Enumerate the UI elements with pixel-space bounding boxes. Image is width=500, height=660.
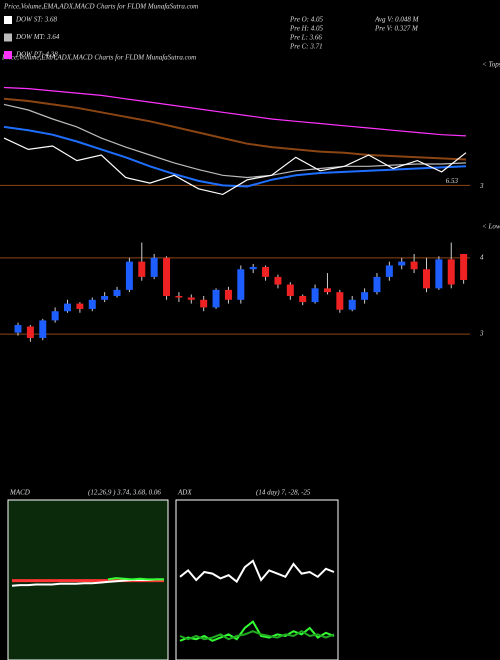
candle-body xyxy=(299,295,307,303)
candle-body xyxy=(398,261,406,266)
candle-body xyxy=(286,284,294,296)
info-text: Pre H: 4.05 xyxy=(289,25,323,33)
candle-body xyxy=(175,295,183,298)
candle-body xyxy=(138,261,146,277)
series-line xyxy=(179,630,335,641)
series-line xyxy=(3,97,467,161)
legend-swatch xyxy=(4,51,12,59)
annotation: < Lows xyxy=(482,223,500,231)
info-text: Pre L: 3.66 xyxy=(289,34,322,42)
candle-body xyxy=(274,276,282,285)
annotation: < Tops xyxy=(482,61,500,69)
candle-body xyxy=(460,254,468,280)
y-tick-label: 3 xyxy=(479,330,484,338)
candle-body xyxy=(212,289,220,308)
candle-body xyxy=(435,259,443,289)
panel-title: MACD xyxy=(9,489,30,497)
candle-body xyxy=(422,269,430,289)
candle-body xyxy=(249,266,257,270)
legend-label: DOW MT: 3.64 xyxy=(15,33,60,41)
series-line xyxy=(179,559,335,584)
info-text: Pre C: 3.71 xyxy=(289,43,323,51)
candle-body xyxy=(336,292,344,310)
panel-subtitle: (12,26,9 ) 3.74, 3.68, 0.06 xyxy=(88,489,161,497)
candle-body xyxy=(311,288,319,303)
candle-body xyxy=(14,324,22,333)
series-line xyxy=(3,103,467,179)
candle-body xyxy=(113,289,121,296)
candle-body xyxy=(163,257,171,296)
candle-body xyxy=(150,257,158,277)
candle-body xyxy=(88,299,96,309)
info-text: Pre V: 0.327 M xyxy=(374,25,419,33)
info-text: Avg V: 0.048 M xyxy=(374,16,420,24)
candle-body xyxy=(187,297,195,300)
candle-body xyxy=(51,311,59,321)
legend-label: DOW ST: 3.68 xyxy=(15,16,58,24)
legend-swatch xyxy=(4,33,12,42)
panel-title: ADX xyxy=(177,489,192,497)
candle-body xyxy=(237,269,245,300)
panel-title: Price,Volume,EMA,ADX,MACD Charts for FLD… xyxy=(1,54,196,62)
series-line xyxy=(11,578,164,587)
candle-body xyxy=(125,261,133,290)
legend-label: DOW PT: 4.38 xyxy=(15,51,58,59)
chart-title: Price,Volume,EMA,ADX,MACD Charts for FLD… xyxy=(3,3,198,11)
panel-subtitle: (14 day) 7, -28, -25 xyxy=(256,489,311,497)
series-line xyxy=(3,137,467,196)
candle-body xyxy=(348,299,356,310)
candle-body xyxy=(101,295,109,300)
y-tick-label: 4 xyxy=(480,253,484,261)
candle-body xyxy=(200,299,208,308)
candle-body xyxy=(39,320,47,338)
series-line xyxy=(107,577,164,581)
candle-body xyxy=(26,326,34,338)
candle-body xyxy=(410,261,418,270)
candle-body xyxy=(64,303,72,312)
candle-body xyxy=(385,265,393,277)
series-line xyxy=(3,125,467,188)
candle-body xyxy=(373,276,381,293)
candle-body xyxy=(323,288,331,293)
candle-body xyxy=(224,289,232,300)
reference-label: 6.53 xyxy=(446,177,459,185)
candle-body xyxy=(447,259,455,285)
candle-body xyxy=(361,292,369,300)
series-line xyxy=(3,86,467,137)
legend-swatch xyxy=(4,16,12,24)
candle-body xyxy=(76,303,84,309)
annotation: 3 xyxy=(479,182,484,190)
series-line xyxy=(179,620,335,642)
info-text: Pre O: 4.05 xyxy=(289,16,323,24)
candle-body xyxy=(262,266,270,277)
